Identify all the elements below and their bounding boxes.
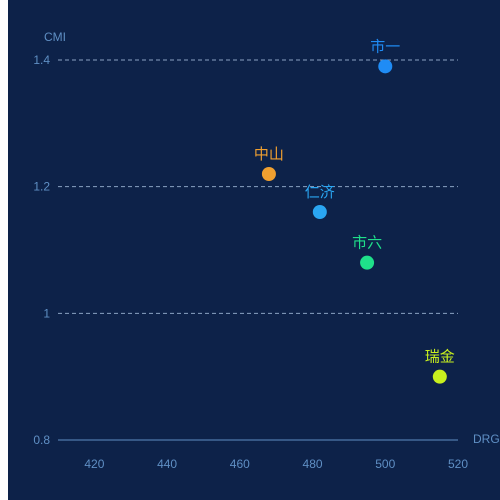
point-label: 中山: [254, 145, 284, 163]
y-tick-label: 1.2: [33, 180, 50, 194]
data-point[interactable]: [432, 369, 447, 384]
data-point[interactable]: [312, 205, 327, 219]
point-label: 仁济: [305, 183, 335, 201]
x-axis-label: DRGs: [473, 432, 500, 446]
y-tick-label: 0.8: [33, 433, 50, 447]
point-label: 市六: [352, 234, 382, 252]
grid-lines: [58, 59, 458, 314]
point-label: 瑞金: [425, 348, 455, 366]
y-axis-ticks: 0.8 1 1.2 1.4: [33, 53, 50, 447]
y-tick-label: 1.4: [33, 53, 50, 67]
x-tick-label: 440: [157, 457, 177, 471]
y-axis-label: CMI: [44, 30, 66, 44]
y-tick-label: 1: [43, 306, 50, 320]
chart-panel: [8, 0, 500, 500]
x-tick-label: 480: [303, 457, 323, 471]
data-point[interactable]: [378, 59, 393, 74]
point-label: 市一: [370, 37, 400, 55]
data-point[interactable]: [261, 167, 276, 181]
x-tick-label: 460: [230, 457, 250, 471]
x-tick-label: 500: [375, 457, 395, 471]
x-tick-label: 520: [448, 457, 468, 471]
x-axis-ticks: 420 440 460 480 500 520: [84, 457, 468, 471]
x-tick-label: 420: [84, 457, 104, 471]
data-point[interactable]: [360, 255, 375, 270]
